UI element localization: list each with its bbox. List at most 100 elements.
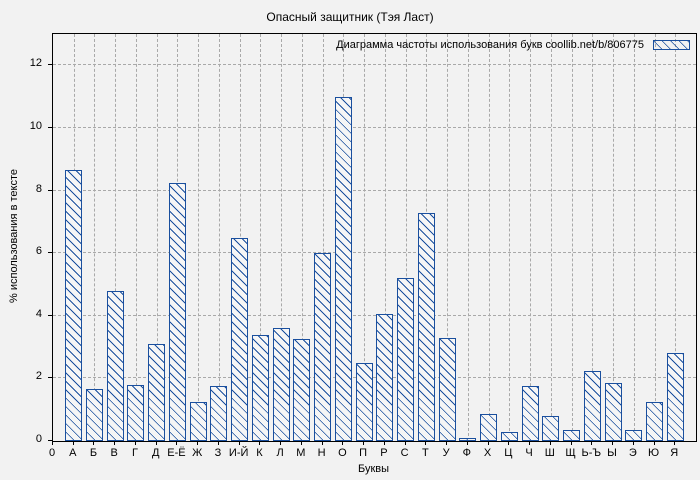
gridline-v-Х — [488, 34, 490, 441]
bar-Ш — [542, 416, 560, 441]
gridline-h-8 — [53, 189, 696, 191]
x-tick-label-И-Й: И-Й — [228, 447, 249, 459]
x-tick-label-Д: Д — [151, 447, 160, 459]
x-tick-label-М: М — [296, 447, 306, 459]
y-tick-mark — [48, 377, 52, 380]
gridline-v-Р — [384, 34, 386, 441]
bar-Ф — [459, 437, 477, 441]
bar-П — [355, 362, 373, 441]
bar-Ы — [604, 383, 622, 441]
gridline-v-К — [260, 34, 262, 441]
x-tick-label-О: О — [338, 447, 347, 459]
bar-Я — [666, 353, 684, 441]
bar-У — [438, 337, 456, 441]
x-tick-label-0: 0 — [48, 447, 56, 459]
gridline-h-2 — [53, 377, 696, 379]
x-tick-mark — [197, 441, 200, 445]
x-tick-label-Ф: Ф — [462, 447, 472, 459]
y-tick-mark — [48, 126, 52, 130]
y-tick-mark — [48, 252, 52, 255]
x-tick-mark — [632, 441, 636, 445]
bar-Л — [272, 328, 290, 441]
gridline-v-Ш — [550, 34, 552, 441]
legend: Диаграмма частоты использования букв coo… — [336, 39, 690, 51]
bar-Н — [314, 253, 332, 441]
x-tick-label-Ж: Ж — [192, 447, 203, 459]
y-tick-label-0: 0 — [35, 433, 42, 445]
y-tick-label-12: 12 — [29, 57, 42, 70]
x-tick-mark — [404, 441, 408, 445]
x-tick-mark — [300, 441, 304, 445]
gridline-v-Ж — [198, 34, 200, 441]
x-tick-mark — [508, 441, 511, 445]
gridline-v-Ч — [530, 34, 532, 441]
x-tick-mark — [72, 441, 76, 445]
gridline-v-Я — [675, 34, 677, 441]
y-tick-label-8: 8 — [35, 182, 42, 195]
x-tick-mark — [134, 441, 138, 445]
y-tick-label-4: 4 — [35, 307, 42, 320]
y-tick-mark — [48, 64, 52, 67]
gridline-v-Ь-Ъ — [592, 34, 594, 441]
x-tick-label-Я: Я — [670, 447, 679, 459]
x-tick-label-Ч: Ч — [525, 447, 533, 459]
x-tick-label-Х: Х — [483, 447, 492, 459]
bar-С — [397, 278, 415, 441]
y-tick-label-10: 10 — [29, 119, 42, 132]
x-tick-label-В: В — [110, 447, 118, 459]
x-axis-label: Буквы — [357, 463, 390, 475]
x-tick-mark — [259, 441, 262, 445]
bar-Д — [148, 343, 166, 441]
bar-К — [251, 334, 269, 441]
x-tick-mark — [52, 441, 55, 445]
bar-М — [293, 339, 311, 441]
chart-title: Опасный защитник (Тэя Ласт) — [266, 10, 434, 24]
x-tick-label-А: А — [69, 447, 77, 459]
x-tick-label-С: С — [400, 447, 409, 459]
x-tick-label-Ш: Ш — [544, 447, 555, 459]
x-tick-mark — [176, 441, 179, 445]
x-tick-mark — [549, 441, 553, 445]
x-tick-label-Ц: Ц — [504, 447, 513, 459]
legend-label: Диаграмма частоты использования букв coo… — [336, 39, 644, 51]
x-tick-label-У: У — [442, 447, 450, 459]
gridline-v-Щ — [571, 34, 573, 441]
x-tick-mark — [653, 441, 657, 445]
gridline-v-Г — [135, 34, 137, 441]
x-tick-label-Р: Р — [380, 447, 388, 459]
bar-Е-Ё — [168, 182, 186, 441]
gridline-v-Б — [94, 34, 96, 441]
gridline-v-С — [405, 34, 407, 441]
x-tick-mark — [591, 441, 594, 445]
x-tick-mark — [446, 441, 449, 445]
bar-Э — [625, 430, 643, 441]
bar-А — [65, 170, 83, 441]
y-tick-mark — [48, 189, 52, 193]
gridline-h-4 — [53, 314, 696, 316]
x-tick-mark — [383, 441, 387, 445]
bar-Ч — [521, 386, 539, 441]
gridline-v-Д — [156, 34, 158, 441]
x-tick-label-Н: Н — [317, 447, 326, 459]
bar-Г — [127, 384, 145, 441]
bar-Щ — [563, 430, 581, 441]
x-tick-label-П: П — [359, 447, 368, 459]
gridline-v-У — [447, 34, 449, 441]
bar-Т — [417, 212, 435, 441]
x-tick-label-Т: Т — [421, 447, 429, 459]
x-tick-mark — [363, 441, 366, 445]
gridline-v-Н — [322, 34, 324, 441]
gridline-v-Ф — [467, 34, 469, 441]
bar-Ж — [189, 401, 207, 441]
bar-Р — [376, 314, 394, 441]
y-tick-label-2: 2 — [35, 370, 42, 383]
bar-Ю — [646, 401, 664, 441]
gridline-v-М — [301, 34, 303, 441]
y-tick-mark — [48, 440, 52, 443]
bar-В — [106, 290, 124, 441]
x-tick-mark — [529, 441, 532, 445]
gridline-v-В — [115, 34, 117, 441]
x-tick-mark — [342, 441, 345, 445]
x-tick-label-Э: Э — [628, 447, 637, 459]
x-tick-label-Е-Ё: Е-Ё — [167, 447, 186, 459]
